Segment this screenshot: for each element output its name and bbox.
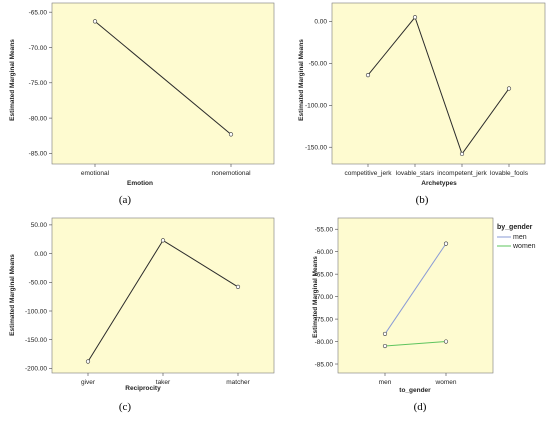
data-point [443, 241, 449, 246]
y-tick-label: -65.00 [29, 9, 48, 16]
x-tick-label: women [435, 379, 457, 386]
chart-panel-b: 0.00 -50.00 -100.00 -150.00 competitive_jerk… [298, 2, 546, 206]
x-tick-label: giver [81, 379, 96, 386]
y-tick-label: -150.00 [305, 145, 327, 152]
x-tick-label: competitive_jerk [345, 170, 393, 177]
x-tick-label: lovable_stars [396, 170, 435, 177]
legend-entry-women: women [512, 243, 536, 250]
x-axis-label: Archetypes [421, 180, 457, 187]
y-tick-label: -75.00 [315, 316, 334, 323]
y-tick-label: -200.00 [25, 366, 47, 373]
data-point [382, 331, 388, 337]
data-point [92, 19, 98, 24]
data-point [443, 339, 449, 344]
plot-area [331, 2, 546, 165]
x-axis-label: Emotion [127, 180, 153, 187]
y-tick-label: -70.00 [29, 45, 48, 52]
series-line [367, 16, 510, 156]
data-point [365, 73, 371, 78]
y-axis-label: Estimated Marginal Means [9, 39, 16, 121]
plot-area [51, 2, 275, 165]
panel-label: (c) [119, 401, 132, 413]
y-tick-label: -70.00 [315, 294, 334, 301]
data-point [228, 132, 234, 137]
series-line-women [384, 341, 447, 347]
x-tick-label: lovable_fools [490, 170, 529, 177]
data-point [160, 238, 166, 243]
y-axis-label: Estimated Marginal Means [298, 39, 305, 121]
x-tick-label: incompetent_jerk [437, 170, 487, 177]
y-tick-label: -80.00 [315, 339, 334, 346]
legend-entry-men: men [513, 234, 527, 241]
plot-area [51, 217, 275, 374]
chart-panel-d: -55.00 -60.00 -65.00 -70.00 -75.00 -80.00 -85.… [312, 217, 536, 413]
x-tick-label: nonemotional [211, 170, 251, 177]
y-axis-label: Estimated Marginal Means [312, 256, 319, 338]
x-tick-label: men [379, 379, 392, 386]
y-tick-label: -100.00 [305, 103, 327, 110]
y-tick-label: -75.00 [29, 80, 48, 87]
y-tick-label: -80.00 [29, 115, 48, 122]
panel-label: (b) [416, 194, 429, 206]
data-point [235, 284, 241, 289]
y-tick-label: -100.00 [25, 308, 47, 315]
chart-panel-c: 50.00 0.00 -50.00 -100.00 -150.00 -200.00 give… [9, 217, 275, 413]
y-tick-label: 0.00 [314, 19, 327, 26]
panel-label: (d) [414, 401, 427, 413]
y-tick-label: -150.00 [25, 337, 47, 344]
y-tick-label: 50.00 [31, 222, 48, 229]
series-line [94, 20, 232, 135]
data-point [506, 86, 512, 91]
x-axis-label: Reciprocity [125, 385, 161, 392]
y-tick-label: -85.00 [29, 151, 48, 158]
chart-panel-a: -65.00 -70.00 -75.00 -80.00 -85.00 emotional n… [9, 2, 275, 206]
data-point [382, 343, 388, 349]
y-tick-label: -65.00 [315, 271, 334, 278]
y-tick-label: 0.00 [34, 251, 47, 258]
y-tick-label: -50.00 [309, 61, 328, 68]
data-point [412, 15, 418, 20]
x-tick-label: emotional [81, 170, 110, 177]
panel-label: (a) [119, 194, 132, 206]
plot-area [337, 217, 494, 374]
y-tick-label: -50.00 [29, 280, 48, 287]
series-line-men [384, 243, 447, 335]
x-axis-label: to_gender [399, 387, 431, 394]
x-tick-label: taker [156, 379, 171, 386]
y-tick-label: -60.00 [315, 249, 334, 256]
data-point [85, 359, 91, 364]
legend-title: by_gender [497, 224, 533, 231]
x-tick-label: matcher [226, 379, 250, 386]
y-tick-label: -85.00 [315, 361, 334, 368]
data-point [459, 151, 465, 157]
y-axis-label: Estimated Marginal Means [9, 254, 16, 336]
y-tick-label: -55.00 [315, 227, 334, 234]
